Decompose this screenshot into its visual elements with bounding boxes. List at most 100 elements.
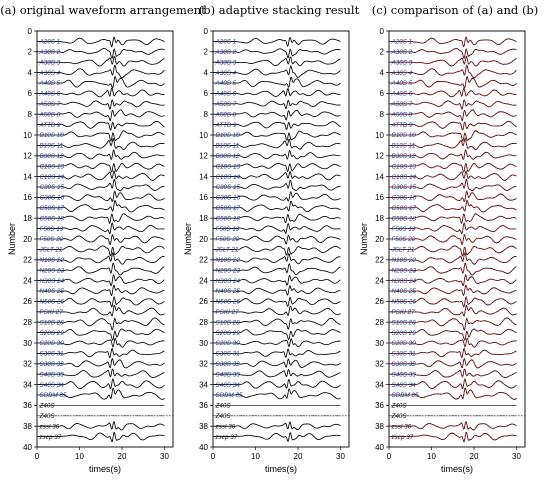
y-tick-label: 14 xyxy=(23,172,32,181)
x-tick-label: 10 xyxy=(427,452,436,461)
station-label: B10S 10 xyxy=(216,132,241,139)
station-label: SDBM 35 xyxy=(216,392,243,399)
station-label: S40S 33 xyxy=(392,371,417,378)
y-tick-label: 6 xyxy=(28,89,33,98)
y-tick-label: 30 xyxy=(23,339,32,348)
trace xyxy=(213,252,341,265)
trace-stacked xyxy=(389,234,517,245)
trace-stacked xyxy=(389,179,517,191)
trace xyxy=(37,328,165,341)
trace xyxy=(213,48,341,59)
x-axis-label: times(s) xyxy=(265,464,297,474)
station-label: S20S 29 xyxy=(392,330,417,337)
trace xyxy=(213,245,341,256)
y-tick-label: 22 xyxy=(375,256,384,265)
trace xyxy=(213,109,341,121)
station-label: S40S 34 xyxy=(40,382,65,389)
trace xyxy=(37,36,165,48)
trace xyxy=(37,138,165,150)
y-tick-label: 20 xyxy=(199,235,208,244)
station-label: N20S 23 xyxy=(40,267,65,274)
station-label: S30S 31 xyxy=(216,351,240,358)
y-tick-label: 22 xyxy=(199,256,208,265)
x-tick-label: 0 xyxy=(35,452,40,461)
station-label: ATTB 9 xyxy=(215,122,237,129)
y-tick-label: 22 xyxy=(23,256,32,265)
trace xyxy=(37,222,165,235)
trace-stacked xyxy=(389,213,517,224)
y-tick-label: 36 xyxy=(375,401,384,410)
station-label: B19S 11 xyxy=(216,143,240,150)
x-tick-label: 30 xyxy=(336,452,345,461)
y-tick-label: 40 xyxy=(23,443,32,452)
y-tick-label: 12 xyxy=(375,152,384,161)
station-label: ATTB 9 xyxy=(39,122,61,129)
station-label: Z40S xyxy=(391,403,408,410)
y-tick-label: 20 xyxy=(375,235,384,244)
y-tick-label: 2 xyxy=(380,48,385,57)
trace xyxy=(213,200,341,213)
trace xyxy=(213,234,341,245)
panel-b: (b) adaptive stacking result024681012141… xyxy=(183,3,360,474)
trace xyxy=(37,296,165,308)
station-label: A30S 4 xyxy=(391,70,413,77)
station-label: C50S 17 xyxy=(216,205,241,212)
station-label: C50S 18 xyxy=(392,215,417,222)
trace xyxy=(213,338,341,348)
station-label: Z40S xyxy=(215,413,232,420)
station-label: C50S 17 xyxy=(392,205,417,212)
station-label: S20S 29 xyxy=(216,330,241,337)
station-label: JSLT 21 xyxy=(39,247,63,254)
trace-stacked xyxy=(389,274,517,286)
station-label: C30S 16 xyxy=(216,195,241,202)
trace xyxy=(213,191,341,202)
station-label: A50S 7 xyxy=(391,101,413,108)
y-tick-label: 34 xyxy=(199,380,208,389)
trace xyxy=(213,138,341,150)
station-label: S20S 30 xyxy=(216,340,241,347)
y-tick-label: 34 xyxy=(23,380,32,389)
trace xyxy=(37,431,165,443)
y-tick-label: 2 xyxy=(28,48,33,57)
y-tick-label: 34 xyxy=(375,380,384,389)
y-tick-label: 4 xyxy=(204,68,209,77)
trace-stacked xyxy=(389,252,517,265)
y-tick-label: 38 xyxy=(199,422,208,431)
trace-stacked xyxy=(389,99,517,109)
station-label: A30S 4 xyxy=(215,70,237,77)
panel-a: (a) original waveform arrangement0246810… xyxy=(0,3,206,474)
station-label: S30S 32 xyxy=(392,361,417,368)
station-label: S10S 28 xyxy=(392,319,417,326)
station-label: F50S 20 xyxy=(216,236,240,243)
y-tick-label: 4 xyxy=(380,68,385,77)
trace-stacked xyxy=(389,200,517,212)
trace-stacked xyxy=(389,48,517,59)
trace xyxy=(37,120,165,131)
y-tick-label: 40 xyxy=(199,443,208,452)
y-tick-label: 0 xyxy=(28,27,33,36)
trace-stacked xyxy=(389,150,517,160)
station-label: N20S 23 xyxy=(216,267,241,274)
station-label: A30S 3 xyxy=(391,59,413,66)
trace xyxy=(37,245,165,257)
y-tick-label: 2 xyxy=(204,48,209,57)
trace xyxy=(213,121,341,130)
station-label: SDBM 35 xyxy=(392,392,419,399)
trace-stacked xyxy=(389,378,517,389)
x-tick-label: 0 xyxy=(211,452,216,461)
trace xyxy=(37,87,165,98)
station-label: S10S 28 xyxy=(216,319,241,326)
trace-stacked xyxy=(389,358,517,368)
trace xyxy=(213,317,341,330)
trace-stacked xyxy=(389,305,517,316)
panel-title: (a) original waveform arrangement xyxy=(0,3,206,17)
station-label: S20S 29 xyxy=(40,330,65,337)
panel-title: (b) adaptive stacking result xyxy=(199,3,360,17)
trace-stacked xyxy=(389,245,517,256)
y-tick-label: 28 xyxy=(375,318,384,327)
station-label: N10S 22 xyxy=(216,257,241,264)
trace xyxy=(213,179,341,191)
y-tick-label: 18 xyxy=(23,214,32,223)
y-tick-label: 32 xyxy=(199,360,208,369)
trace-stacked xyxy=(389,37,517,47)
